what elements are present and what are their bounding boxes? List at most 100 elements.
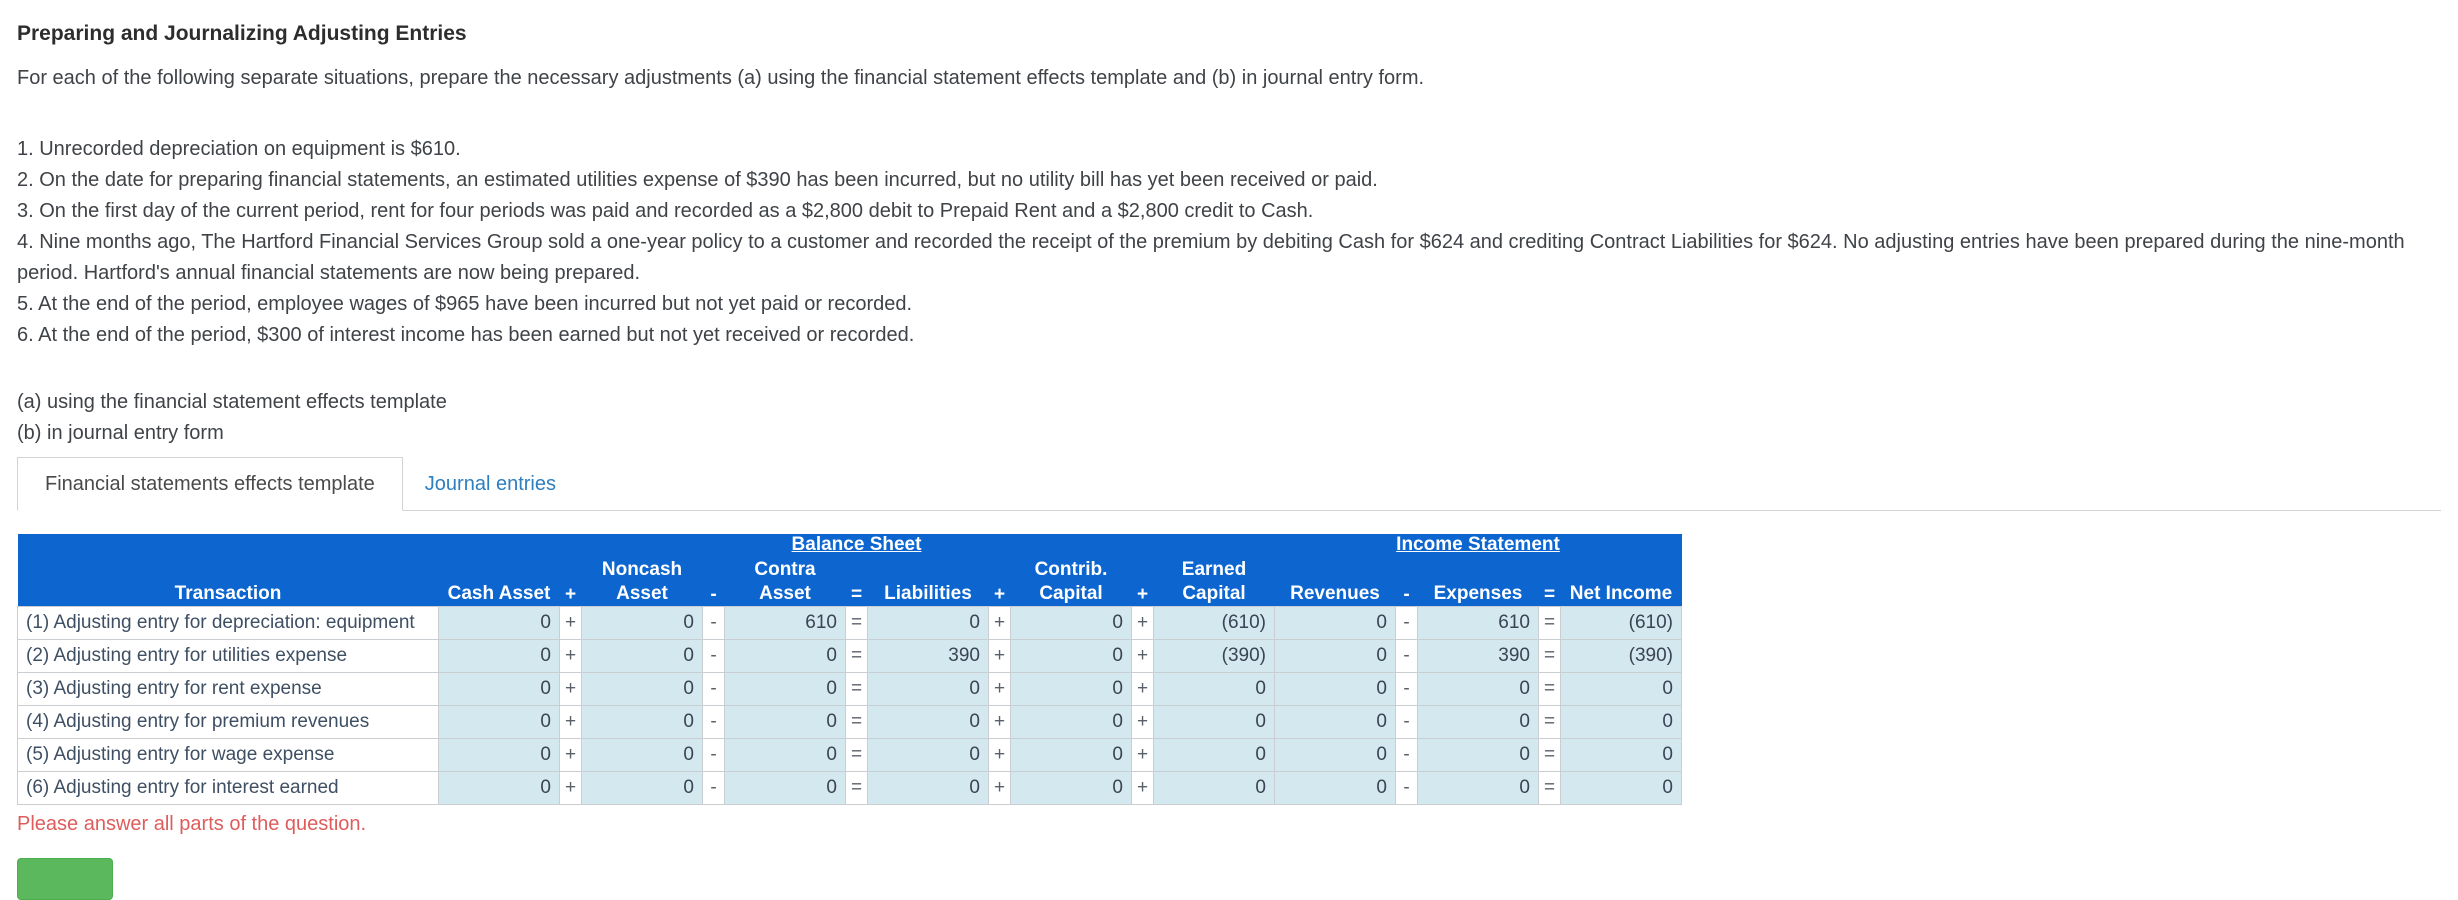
table-row: (4) Adjusting entry for premium revenues… <box>17 705 1682 739</box>
parts-list: (a) using the financial statement effect… <box>17 387 2441 449</box>
situation-item-4: 4. Nine months ago, The Hartford Financi… <box>17 231 2405 284</box>
plus-operator: + <box>988 771 1011 805</box>
expenses-cell[interactable]: 0 <box>1417 738 1539 772</box>
noncash-asset-cell[interactable]: 0 <box>581 771 703 805</box>
contrib-capital-cell[interactable]: 0 <box>1010 672 1132 706</box>
earned-capital-cell[interactable]: 0 <box>1153 738 1275 772</box>
equals-operator: = <box>1538 705 1561 739</box>
cash-asset-cell[interactable]: 0 <box>438 771 560 805</box>
net-income-cell[interactable]: 0 <box>1560 771 1682 805</box>
minus-operator: - <box>1395 672 1418 706</box>
contrib-capital-cell[interactable]: 0 <box>1010 705 1132 739</box>
cash-asset-cell[interactable]: 0 <box>438 639 560 673</box>
earned-capital-cell[interactable]: 0 <box>1153 672 1275 706</box>
plus-operator: + <box>988 705 1011 739</box>
noncash-asset-cell[interactable]: 0 <box>581 738 703 772</box>
contra-asset-cell[interactable]: 0 <box>724 771 846 805</box>
equals-operator: = <box>1538 738 1561 772</box>
plus-operator: + <box>1131 639 1154 673</box>
revenues-cell[interactable]: 0 <box>1274 606 1396 640</box>
plus-operator: + <box>559 771 582 805</box>
equals-operator: = <box>1538 606 1561 640</box>
net-income-cell[interactable]: 0 <box>1560 738 1682 772</box>
contrib-capital-cell[interactable]: 0 <box>1010 639 1132 673</box>
table-row: (5) Adjusting entry for wage expense 0 +… <box>17 738 1682 772</box>
part-b-label: (b) in journal entry form <box>17 422 224 444</box>
expenses-cell[interactable]: 0 <box>1417 771 1539 805</box>
tab-effects-template[interactable]: Financial statements effects template <box>17 457 403 511</box>
noncash-asset-cell[interactable]: 0 <box>581 606 703 640</box>
header-minus-operator: - <box>1395 556 1418 607</box>
situation-item-3: 3. On the first day of the current perio… <box>17 200 1314 222</box>
revenues-cell[interactable]: 0 <box>1274 705 1396 739</box>
contrib-capital-cell[interactable]: 0 <box>1010 771 1132 805</box>
header-plus-operator: + <box>988 556 1011 607</box>
equals-operator: = <box>845 705 868 739</box>
col-header-liabilities: Liabilities <box>867 556 989 607</box>
contrib-capital-cell[interactable]: 0 <box>1010 738 1132 772</box>
net-income-cell[interactable]: 0 <box>1560 705 1682 739</box>
earned-capital-cell[interactable]: (390) <box>1153 639 1275 673</box>
expenses-cell[interactable]: 610 <box>1417 606 1539 640</box>
minus-operator: - <box>702 738 725 772</box>
minus-operator: - <box>1395 738 1418 772</box>
expenses-cell[interactable]: 0 <box>1417 705 1539 739</box>
minus-operator: - <box>702 606 725 640</box>
contra-asset-cell[interactable]: 0 <box>724 705 846 739</box>
cash-asset-cell[interactable]: 0 <box>438 672 560 706</box>
plus-operator: + <box>1131 771 1154 805</box>
plus-operator: + <box>559 639 582 673</box>
noncash-asset-cell[interactable]: 0 <box>581 705 703 739</box>
noncash-asset-cell[interactable]: 0 <box>581 672 703 706</box>
situation-list: 1. Unrecorded depreciation on equipment … <box>17 134 2441 351</box>
expenses-cell[interactable]: 0 <box>1417 672 1539 706</box>
liabilities-cell[interactable]: 0 <box>867 672 989 706</box>
col-header-earned-capital: Earned Capital <box>1153 556 1275 607</box>
tab-journal-entries[interactable]: Journal entries <box>424 473 556 495</box>
equals-operator: = <box>1538 639 1561 673</box>
revenues-cell[interactable]: 0 <box>1274 771 1396 805</box>
minus-operator: - <box>702 705 725 739</box>
liabilities-cell[interactable]: 0 <box>867 606 989 640</box>
liabilities-cell[interactable]: 390 <box>867 639 989 673</box>
minus-operator: - <box>1395 639 1418 673</box>
situation-item-6: 6. At the end of the period, $300 of int… <box>17 324 915 346</box>
cash-asset-cell[interactable]: 0 <box>438 738 560 772</box>
earned-capital-cell[interactable]: 0 <box>1153 705 1275 739</box>
equals-operator: = <box>845 771 868 805</box>
net-income-cell[interactable]: 0 <box>1560 672 1682 706</box>
liabilities-cell[interactable]: 0 <box>867 738 989 772</box>
earned-capital-cell[interactable]: 0 <box>1153 771 1275 805</box>
transaction-cell: (4) Adjusting entry for premium revenues <box>17 705 439 739</box>
contra-asset-cell[interactable]: 0 <box>724 639 846 673</box>
tab-bar: Financial statements effects template Jo… <box>17 457 2441 511</box>
contra-asset-cell[interactable]: 610 <box>724 606 846 640</box>
transaction-cell: (1) Adjusting entry for depreciation: eq… <box>17 606 439 640</box>
col-header-contra-asset: Contra Asset <box>724 556 846 607</box>
contra-asset-cell[interactable]: 0 <box>724 738 846 772</box>
col-header-revenues: Revenues <box>1274 556 1396 607</box>
cash-asset-cell[interactable]: 0 <box>438 705 560 739</box>
liabilities-cell[interactable]: 0 <box>867 705 989 739</box>
liabilities-cell[interactable]: 0 <box>867 771 989 805</box>
expenses-cell[interactable]: 390 <box>1417 639 1539 673</box>
earned-capital-cell[interactable]: (610) <box>1153 606 1275 640</box>
equals-operator: = <box>845 639 868 673</box>
revenues-cell[interactable]: 0 <box>1274 672 1396 706</box>
equals-operator: = <box>1538 771 1561 805</box>
plus-operator: + <box>988 639 1011 673</box>
cash-asset-cell[interactable]: 0 <box>438 606 560 640</box>
page-title: Preparing and Journalizing Adjusting Ent… <box>17 22 467 45</box>
contra-asset-cell[interactable]: 0 <box>724 672 846 706</box>
bottom-action-button[interactable] <box>17 858 113 900</box>
plus-operator: + <box>1131 738 1154 772</box>
net-income-cell[interactable]: (610) <box>1560 606 1682 640</box>
noncash-asset-cell[interactable]: 0 <box>581 639 703 673</box>
net-income-cell[interactable]: (390) <box>1560 639 1682 673</box>
col-header-net-income: Net Income <box>1560 556 1682 607</box>
contrib-capital-cell[interactable]: 0 <box>1010 606 1132 640</box>
revenues-cell[interactable]: 0 <box>1274 639 1396 673</box>
transaction-cell: (2) Adjusting entry for utilities expens… <box>17 639 439 673</box>
revenues-cell[interactable]: 0 <box>1274 738 1396 772</box>
